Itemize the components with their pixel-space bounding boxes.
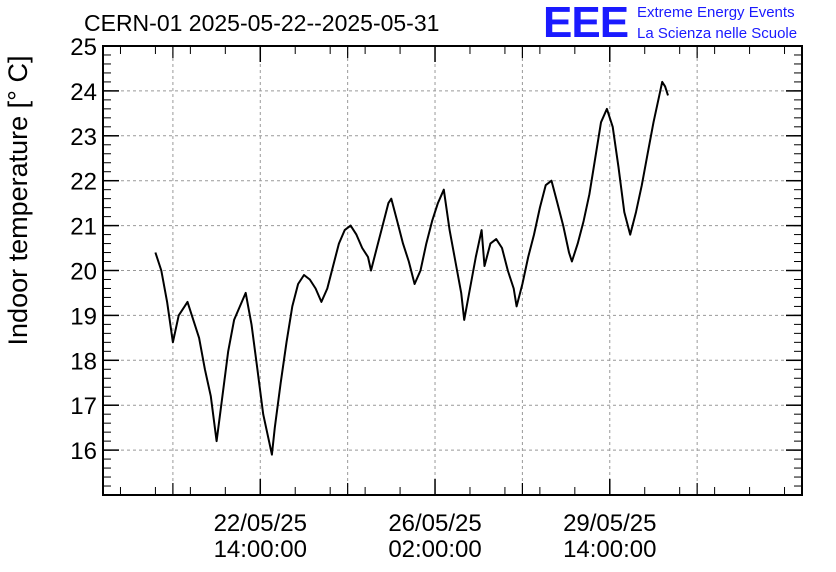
- y-tick-label: 18: [70, 348, 97, 375]
- temperature-series-line: [154, 80, 669, 456]
- x-tick-label-date: 26/05/25: [388, 510, 481, 537]
- y-tick-label: 21: [70, 214, 97, 241]
- eee-logo: EEE: [543, 0, 629, 47]
- y-tick-label: 25: [70, 34, 97, 61]
- x-tick-label-time: 02:00:00: [388, 536, 481, 563]
- y-tick-label: 19: [70, 303, 97, 330]
- x-tick-label-time: 14:00:00: [563, 536, 656, 563]
- y-tick-label: 22: [70, 169, 97, 196]
- y-tick-label: 17: [70, 393, 97, 420]
- chart-title: CERN-01 2025-05-22--2025-05-31: [84, 10, 440, 36]
- org-name-line2: La Scienza nelle Scuole: [637, 25, 798, 42]
- plot-frame: [102, 45, 803, 496]
- y-tick-label: 23: [70, 124, 97, 151]
- y-tick-label: 16: [70, 438, 97, 465]
- x-tick-label-time: 14:00:00: [214, 536, 307, 563]
- y-tick-label: 24: [70, 79, 97, 106]
- y-axis-label: Indoor temperature [° C]: [3, 56, 33, 346]
- y-tick-label: 20: [70, 259, 97, 286]
- org-name-line1: Extreme Energy Events: [637, 4, 795, 21]
- x-tick-label-date: 22/05/25: [214, 510, 307, 537]
- x-tick-label-date: 29/05/25: [563, 510, 656, 537]
